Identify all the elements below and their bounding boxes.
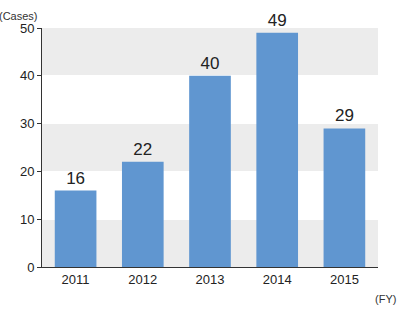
svg-text:40: 40 [20, 68, 34, 83]
svg-text:(FY): (FY) [375, 293, 396, 305]
svg-text:16: 16 [66, 169, 85, 188]
svg-text:30: 30 [20, 116, 34, 131]
svg-text:0: 0 [27, 260, 34, 275]
svg-text:2011: 2011 [62, 272, 90, 287]
svg-text:2012: 2012 [128, 272, 157, 287]
svg-text:2013: 2013 [196, 272, 225, 287]
svg-text:50: 50 [20, 21, 34, 36]
svg-text:2014: 2014 [263, 272, 292, 287]
svg-text:2015: 2015 [330, 272, 359, 287]
svg-text:10: 10 [20, 212, 34, 227]
svg-text:40: 40 [201, 54, 220, 73]
svg-text:20: 20 [20, 164, 34, 179]
svg-text:29: 29 [335, 106, 354, 125]
svg-text:22: 22 [133, 140, 152, 159]
svg-text:49: 49 [268, 11, 287, 30]
svg-text:(Cases): (Cases) [0, 10, 38, 22]
